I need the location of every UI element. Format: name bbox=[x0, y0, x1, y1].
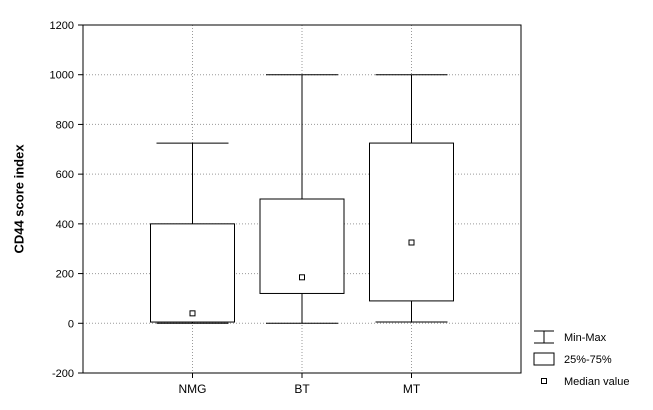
y-tick-label: 600 bbox=[56, 169, 74, 181]
box-plot-nmg bbox=[150, 142, 235, 324]
legend: Min-Max 25%-75% Median value bbox=[533, 330, 629, 388]
y-tick-label: 800 bbox=[56, 119, 74, 131]
box-symbol bbox=[533, 352, 555, 366]
legend-item-point: Median value bbox=[541, 376, 629, 388]
legend-item-box: 25%-75% bbox=[533, 352, 612, 366]
y-axis-ticks: -200 0 200 400 600 800 1000 1200 bbox=[50, 20, 83, 380]
boxes bbox=[150, 74, 454, 324]
y-tick-label: 1200 bbox=[50, 20, 74, 32]
box-plot-bt bbox=[259, 74, 345, 324]
x-tick-label: NMG bbox=[179, 382, 207, 396]
x-axis-ticks: NMG BT MT bbox=[179, 373, 421, 396]
y-tick-label: 200 bbox=[56, 269, 74, 281]
box-plot-mt bbox=[369, 74, 454, 323]
iqr-box bbox=[150, 223, 235, 323]
y-axis-title: CD44 score index bbox=[11, 144, 26, 254]
iqr-box bbox=[369, 142, 454, 302]
median-marker bbox=[408, 239, 415, 246]
median-marker bbox=[299, 274, 305, 281]
legend-label: Min-Max bbox=[564, 332, 607, 344]
legend-label: Median value bbox=[564, 376, 629, 388]
median-symbol bbox=[541, 378, 547, 384]
y-tick-label: 0 bbox=[68, 318, 74, 330]
legend-label: 25%-75% bbox=[564, 354, 612, 366]
x-tick-label: BT bbox=[294, 382, 310, 396]
y-tick-label: 1000 bbox=[50, 70, 74, 82]
x-tick-label: MT bbox=[403, 382, 421, 396]
median-marker bbox=[189, 310, 196, 317]
y-tick-label: -200 bbox=[52, 368, 74, 380]
y-tick-label: 400 bbox=[56, 219, 74, 231]
legend-item-whisker: Min-Max bbox=[534, 330, 607, 344]
